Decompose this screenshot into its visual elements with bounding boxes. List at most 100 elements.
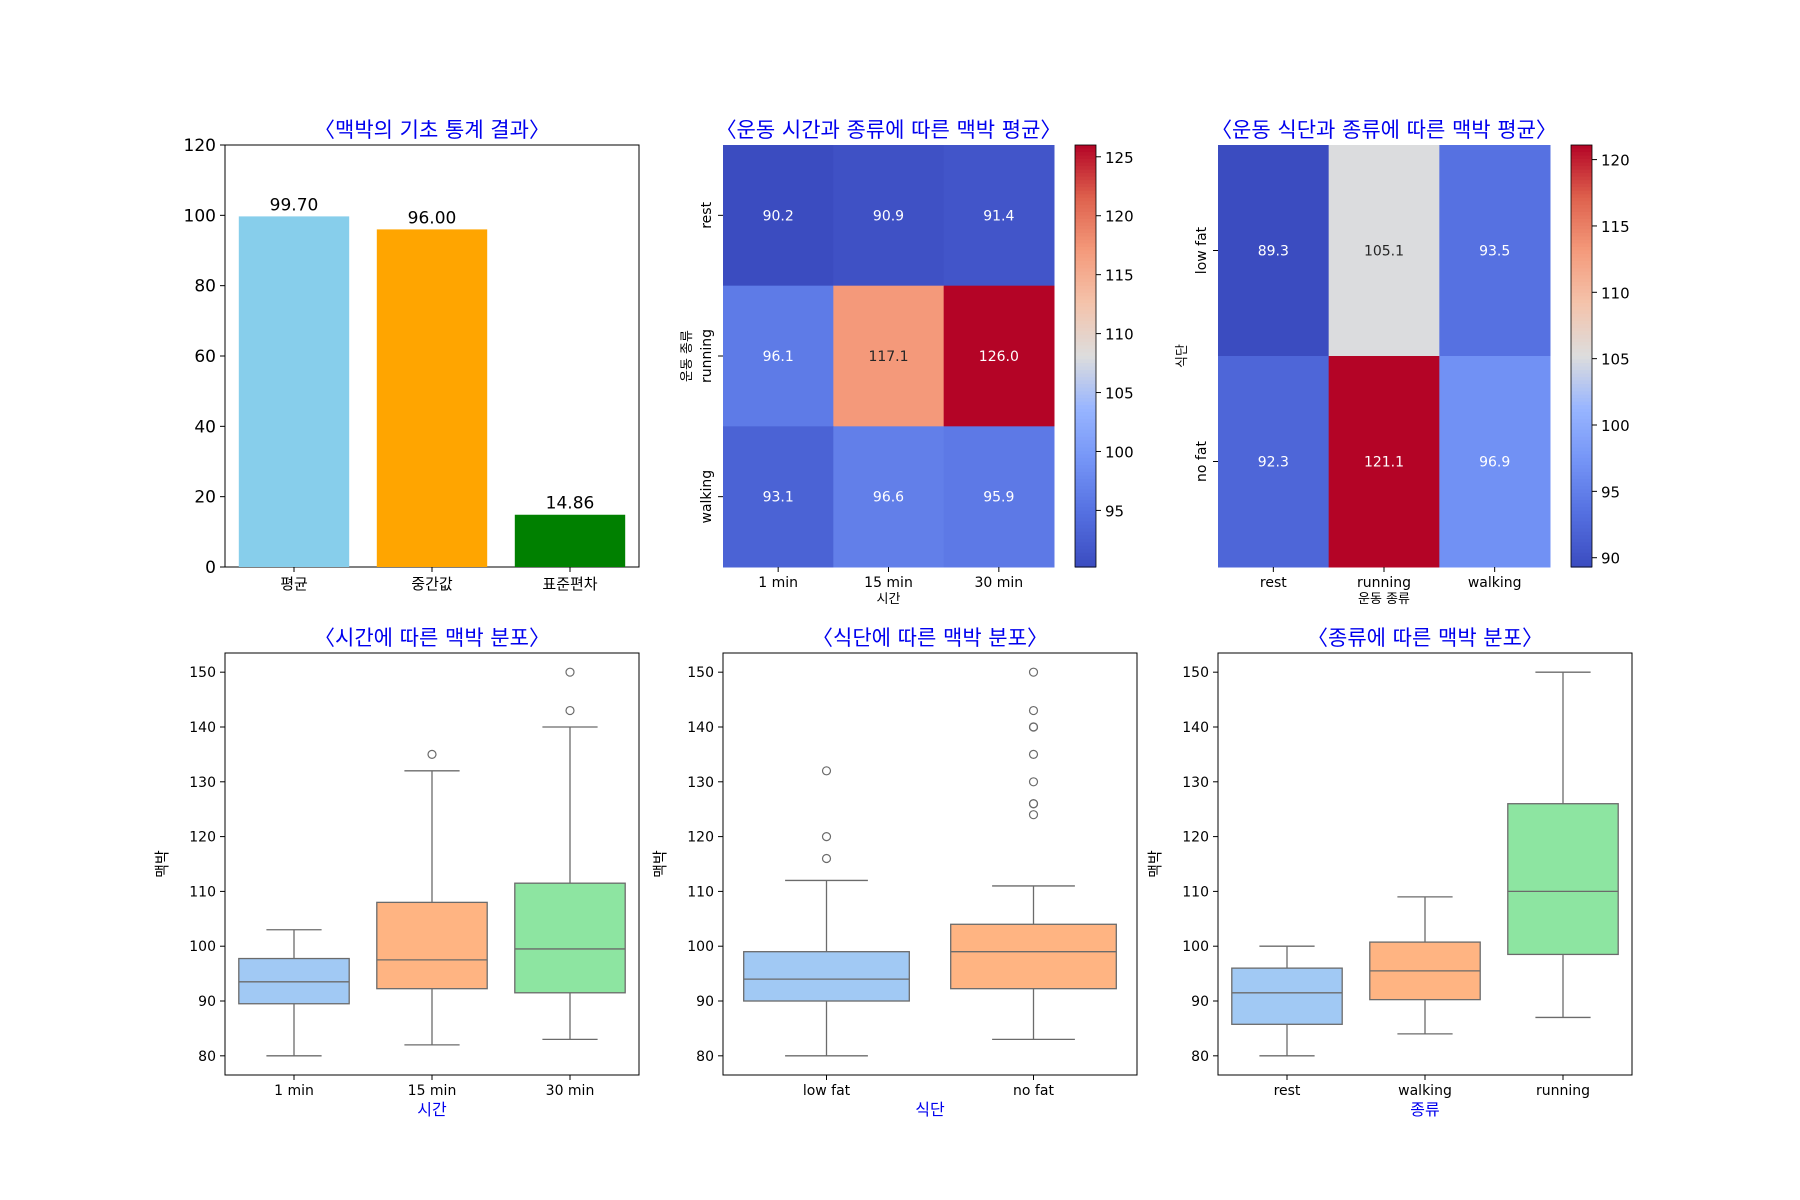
x-tick-label: 중간값: [411, 575, 453, 593]
colorbar-band: [1571, 229, 1592, 234]
colorbar-band: [1075, 447, 1096, 452]
colorbar-band: [1571, 159, 1592, 164]
colorbar-band: [1075, 176, 1096, 181]
colorbar-band: [1075, 222, 1096, 227]
colorbar-band: [1075, 461, 1096, 466]
cell-value-label: 96.9: [1479, 455, 1510, 471]
colorbar-band: [1571, 524, 1592, 529]
colorbar-band: [1571, 559, 1592, 565]
colorbar-band: [1571, 169, 1592, 174]
colorbar-band: [1075, 232, 1096, 238]
colorbar-band: [1571, 155, 1592, 160]
colorbar-band: [1571, 201, 1592, 206]
colorbar-band: [1571, 345, 1592, 350]
y-tick-label: 40: [194, 417, 216, 437]
colorbar-band: [1075, 454, 1096, 459]
heatmap-cell: [943, 145, 1055, 287]
x-tick-label: no fat: [1013, 1083, 1054, 1099]
x-tick-label: 1 min: [758, 575, 798, 591]
colorbar-band: [1571, 528, 1592, 533]
colorbar-band: [1571, 254, 1592, 259]
colorbar-band: [1075, 155, 1096, 160]
colorbar-band: [1571, 271, 1592, 276]
colorbar-band: [1571, 391, 1592, 396]
colorbar-band: [1571, 493, 1592, 498]
bar: [238, 216, 350, 567]
colorbar-band: [1075, 306, 1096, 311]
colorbar-band: [1571, 303, 1592, 308]
colorbar-band: [1075, 475, 1096, 480]
colorbar-band: [1075, 465, 1096, 470]
cell-value-label: 96.6: [873, 490, 904, 506]
colorbar-band: [1075, 197, 1096, 202]
colorbar-band: [1075, 169, 1096, 174]
x-axis-label: 운동 종류: [1358, 592, 1410, 607]
colorbar-band: [1075, 356, 1096, 361]
colorbar-band: [1075, 352, 1096, 357]
y-tick-label: 110: [189, 884, 216, 900]
y-tick-label: 150: [687, 665, 714, 681]
colorbar-band: [1075, 152, 1096, 157]
colorbar-tick-label: 115: [1601, 218, 1630, 236]
heatmap-cell: [943, 285, 1055, 427]
colorbar-band: [1571, 338, 1592, 343]
colorbar-tick-label: 90: [1601, 550, 1620, 568]
y-tick-label: 80: [1191, 1049, 1209, 1065]
colorbar-band: [1075, 514, 1096, 519]
y-axis-label: 식단: [1175, 344, 1190, 368]
cell-value-label: 89.3: [1258, 244, 1289, 260]
colorbar-band: [1571, 429, 1592, 434]
cell-value-label: 91.4: [983, 208, 1014, 224]
colorbar-band: [1571, 394, 1592, 399]
colorbar-band: [1571, 183, 1592, 188]
colorbar-band: [1075, 204, 1096, 209]
colorbar-band: [1075, 482, 1096, 487]
colorbar-band: [1075, 254, 1096, 259]
x-tick-label: 30 min: [974, 575, 1023, 591]
colorbar-tick-label: 115: [1105, 267, 1134, 285]
heatmap-cell: [1218, 145, 1330, 357]
colorbar-band: [1571, 292, 1592, 297]
colorbar-band: [1571, 313, 1592, 318]
colorbar-band: [1571, 380, 1592, 385]
colorbar-band: [1075, 468, 1096, 473]
outlier-point: [1028, 667, 1039, 677]
colorbar-band: [1075, 201, 1096, 206]
colorbar-frame: [1570, 144, 1593, 568]
y-axis-label: 맥박: [1146, 850, 1164, 878]
colorbar-band: [1571, 232, 1592, 238]
colorbar-band: [1075, 401, 1096, 406]
colorbar-band: [1075, 380, 1096, 385]
colorbar-band: [1075, 173, 1096, 178]
cell-value-label: 95.9: [983, 490, 1014, 506]
colorbar-band: [1075, 391, 1096, 396]
y-tick-label: 120: [184, 136, 216, 156]
box-group: [743, 766, 910, 1057]
colorbar-band: [1571, 173, 1592, 178]
colorbar-band: [1075, 433, 1096, 438]
colorbar-band: [1075, 538, 1096, 543]
colorbar-band: [1571, 341, 1592, 347]
colorbar-band: [1571, 208, 1592, 213]
colorbar-band: [1571, 475, 1592, 480]
heatmap-cell: [723, 145, 834, 287]
colorbar-band: [1075, 313, 1096, 318]
colorbar-band: [1075, 299, 1096, 304]
x-tick-label: walking: [1398, 1083, 1452, 1099]
y-tick-label: 140: [687, 720, 714, 736]
x-axis-label: 시간: [877, 592, 901, 607]
colorbar-band: [1571, 296, 1592, 301]
y-axis-label: 운동 종류: [680, 330, 695, 382]
colorbar-band: [1571, 563, 1592, 568]
colorbar-band: [1075, 327, 1096, 332]
cell-value-label: 96.1: [763, 349, 794, 365]
colorbar-band: [1571, 324, 1592, 329]
colorbar-band: [1075, 387, 1096, 392]
colorbar-band: [1075, 229, 1096, 234]
colorbar-band: [1075, 268, 1096, 273]
colorbar-band: [1571, 264, 1592, 269]
colorbar-band: [1571, 556, 1592, 561]
heatmap-cell: [833, 426, 945, 568]
y-tick-label: 100: [687, 939, 714, 955]
heatmap-cell: [1328, 356, 1440, 568]
